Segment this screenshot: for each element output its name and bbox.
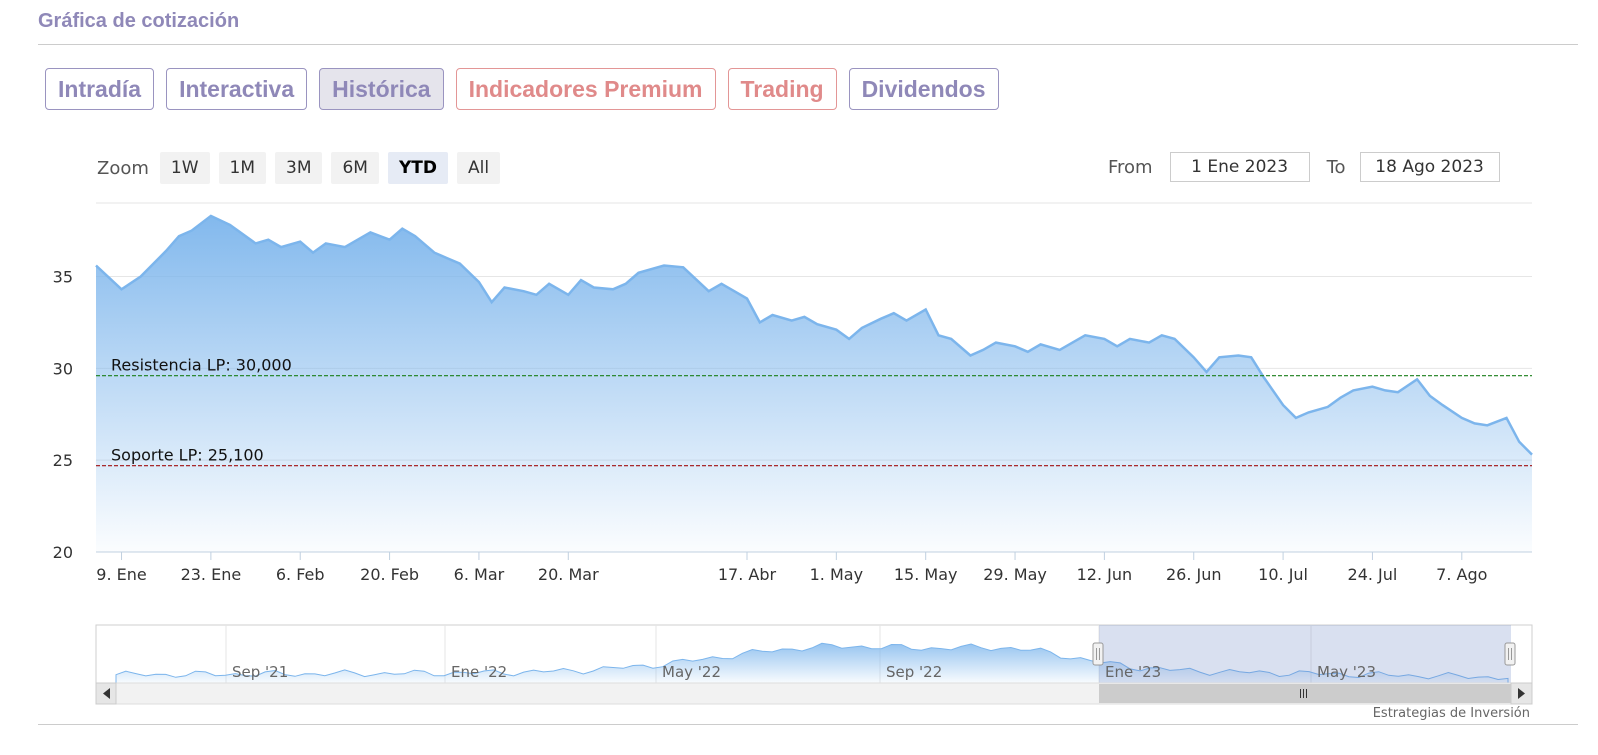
arrow-right-icon xyxy=(1518,688,1525,699)
x-tick-label: 20. Feb xyxy=(360,565,419,584)
zoom-label: Zoom xyxy=(97,157,149,179)
x-tick-label: 17. Abr xyxy=(718,565,777,584)
zoom-1w-button[interactable]: 1W xyxy=(159,152,210,184)
tab-intradia[interactable]: Intradía xyxy=(45,68,155,110)
y-axis: 20 25 30 35 xyxy=(53,267,73,562)
navigator-tick-label: Ene '23 xyxy=(1105,663,1161,681)
y-tick-label: 35 xyxy=(53,267,73,286)
navigator-series xyxy=(115,642,1509,684)
navigator-left-handle[interactable] xyxy=(1092,642,1104,666)
tab-historica[interactable]: Histórica xyxy=(319,68,444,110)
x-tick-label: 10. Jul xyxy=(1258,565,1308,584)
x-tick-label: 12. Jun xyxy=(1077,565,1133,584)
navigator-tick-label: Sep '22 xyxy=(886,663,942,681)
arrow-left-icon xyxy=(103,688,110,699)
navigator-tick-label: May '22 xyxy=(662,663,721,681)
x-tick-label: 6. Mar xyxy=(454,565,505,584)
zoom-all-button[interactable]: All xyxy=(457,152,501,184)
zoom-6m-button[interactable]: 6M xyxy=(331,152,379,184)
to-date-input[interactable]: 18 Ago 2023 xyxy=(1359,152,1500,182)
navigator-right-handle[interactable] xyxy=(1504,642,1516,666)
to-label: To xyxy=(1326,156,1346,178)
grip-icon xyxy=(1300,689,1307,698)
navigator-labels: Sep '21 Ene '22 May '22 Sep '22 Ene '23 May '… xyxy=(232,663,1376,681)
title-divider xyxy=(38,44,1578,45)
x-axis: 9. Ene 23. Ene 6. Feb 20. Feb 6. Mar 20. Mar 1… xyxy=(96,552,1487,584)
y-tick-label: 25 xyxy=(53,451,73,470)
from-label: From xyxy=(1108,156,1153,178)
y-tick-label: 30 xyxy=(53,359,73,378)
x-tick-label: 1. May xyxy=(810,565,863,584)
scrollbar-thumb[interactable] xyxy=(1099,684,1511,703)
x-tick-label: 15. May xyxy=(894,565,958,584)
x-tick-label: 7. Ago xyxy=(1436,565,1487,584)
x-tick-label: 23. Ene xyxy=(181,565,242,584)
navigator-tick-label: Ene '22 xyxy=(451,663,507,681)
x-tick-label: 6. Feb xyxy=(276,565,325,584)
x-tick-label: 9. Ene xyxy=(96,565,146,584)
series-area xyxy=(96,215,1532,552)
x-tick-label: 29. May xyxy=(983,565,1047,584)
date-range: From 1 Ene 2023 To 18 Ago 2023 xyxy=(1108,152,1500,182)
page-title: Gráfica de cotización xyxy=(38,10,240,32)
zoom-1m-button[interactable]: 1M xyxy=(218,152,266,184)
zoom-3m-button[interactable]: 3M xyxy=(275,152,323,184)
navigator-selection xyxy=(1099,625,1511,683)
tab-indicadores-premium[interactable]: Indicadores Premium xyxy=(455,68,716,110)
x-tick-label: 26. Jun xyxy=(1166,565,1222,584)
navigator: Sep '21 Ene '22 May '22 Sep '22 Ene '23 May '… xyxy=(95,624,1533,684)
zoom-selector: Zoom 1W 1M 3M 6M YTD All xyxy=(97,152,501,184)
series-line xyxy=(95,214,1533,456)
scrollbar[interactable] xyxy=(95,682,1533,705)
navigator-tick-label: May '23 xyxy=(1317,663,1376,681)
x-tick-label: 24. Jul xyxy=(1348,565,1398,584)
tab-interactiva[interactable]: Interactiva xyxy=(166,68,308,110)
chart-tabs: Intradía Interactiva Histórica Indicador… xyxy=(45,68,999,110)
from-date-input[interactable]: 1 Ene 2023 xyxy=(1169,152,1310,182)
footer-divider xyxy=(38,724,1578,725)
chart-credit: Estrategias de Inversión xyxy=(1372,706,1530,721)
navigator-tick-label: Sep '21 xyxy=(232,663,288,681)
resistance-label: Resistencia LP: 30,000 xyxy=(111,356,292,375)
support-label: Soporte LP: 25,100 xyxy=(111,446,264,465)
tab-trading[interactable]: Trading xyxy=(727,68,837,110)
zoom-ytd-button[interactable]: YTD xyxy=(387,152,448,184)
x-tick-label: 20. Mar xyxy=(538,565,599,584)
tab-dividendos[interactable]: Dividendos xyxy=(848,68,999,110)
y-tick-label: 20 xyxy=(53,543,73,562)
